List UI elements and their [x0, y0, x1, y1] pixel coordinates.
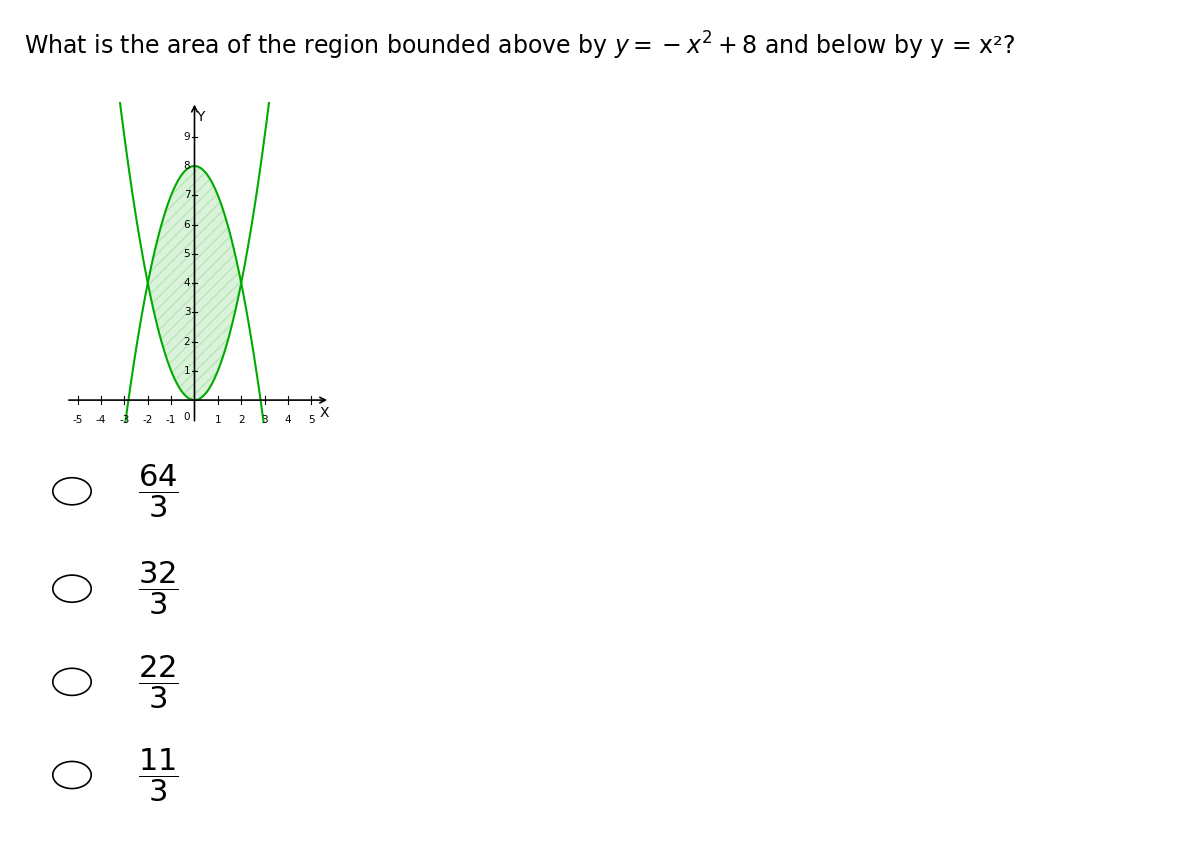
Text: 5: 5	[184, 249, 191, 259]
Text: 6: 6	[184, 219, 191, 230]
Text: 4: 4	[284, 415, 292, 424]
Text: 1: 1	[215, 415, 221, 424]
Text: -3: -3	[119, 415, 130, 424]
Text: 0: 0	[184, 412, 191, 422]
Text: $\dfrac{22}{3}$: $\dfrac{22}{3}$	[138, 653, 179, 711]
Text: $\dfrac{32}{3}$: $\dfrac{32}{3}$	[138, 560, 179, 617]
Text: 3: 3	[184, 307, 191, 318]
Text: -1: -1	[166, 415, 176, 424]
Text: 5: 5	[308, 415, 314, 424]
Text: -4: -4	[96, 415, 107, 424]
Text: 7: 7	[184, 191, 191, 200]
Text: Y: Y	[196, 110, 204, 125]
Text: 9: 9	[184, 132, 191, 141]
Text: 2: 2	[238, 415, 245, 424]
Text: 8: 8	[184, 161, 191, 171]
Text: -5: -5	[72, 415, 83, 424]
Text: $\dfrac{11}{3}$: $\dfrac{11}{3}$	[138, 746, 179, 804]
Text: 2: 2	[184, 336, 191, 346]
Text: 4: 4	[184, 278, 191, 288]
Text: $\dfrac{64}{3}$: $\dfrac{64}{3}$	[138, 462, 179, 520]
Text: -2: -2	[143, 415, 152, 424]
Text: X: X	[319, 407, 329, 420]
Text: What is the area of the region bounded above by $y = -x^2 + 8$ and below by y = : What is the area of the region bounded a…	[24, 30, 1015, 62]
Text: 3: 3	[262, 415, 268, 424]
Text: 1: 1	[184, 366, 191, 376]
